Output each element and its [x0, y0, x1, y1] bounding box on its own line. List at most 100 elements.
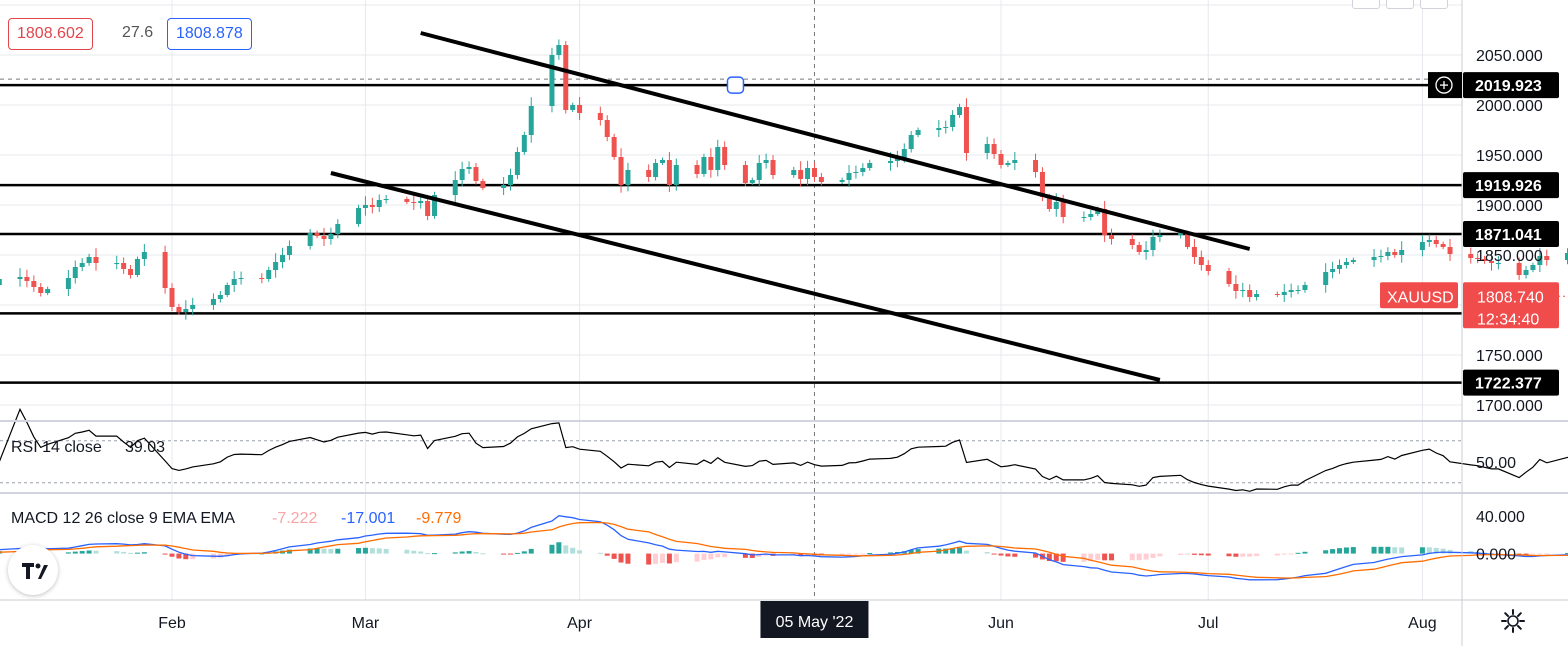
- bid-price-button[interactable]: 1808.602: [8, 18, 93, 50]
- macd-histogram-bar: [722, 553, 728, 558]
- candle-body: [38, 287, 44, 293]
- candle-body: [1088, 214, 1094, 217]
- line-handle-icon[interactable]: [726, 76, 745, 94]
- macd-histogram-bar: [1440, 548, 1446, 554]
- signal-value: -9.779: [416, 510, 461, 527]
- candle-body: [577, 105, 583, 113]
- candle-body: [521, 135, 527, 152]
- macd-histogram-bar: [1564, 552, 1568, 554]
- candle-body: [791, 170, 797, 175]
- time-axis-label[interactable]: Aug: [1408, 615, 1436, 632]
- spread-value: 27.6: [122, 24, 154, 41]
- channel-trendline[interactable]: [330, 171, 1161, 382]
- macd-histogram-bar: [1350, 547, 1356, 554]
- price-axis-label: 1700.000: [1476, 398, 1543, 415]
- candle-body: [798, 170, 804, 179]
- candle-body: [273, 262, 279, 270]
- candle-body: [666, 160, 672, 185]
- candle-body: [570, 105, 576, 110]
- candle-body: [805, 168, 811, 179]
- candle-body: [653, 163, 659, 177]
- candle-body: [618, 157, 624, 185]
- candle-body: [231, 279, 237, 285]
- candle-body: [1233, 284, 1239, 291]
- time-axis-label[interactable]: Feb: [158, 615, 186, 632]
- candle-body: [1039, 172, 1045, 197]
- macd-histogram-bar: [1081, 553, 1087, 562]
- candle-body: [950, 115, 956, 127]
- level-price-tag: [1463, 220, 1559, 247]
- toolbar-button[interactable]: [1420, 0, 1448, 9]
- macd-histogram-bar: [376, 548, 382, 554]
- candle-body: [335, 224, 341, 234]
- time-axis-label-highlight[interactable]: 05 May '22: [776, 614, 854, 631]
- candle-body: [1178, 233, 1184, 235]
- macd-histogram-bar: [1191, 553, 1197, 555]
- candle-body: [818, 177, 824, 182]
- channel-trendlines[interactable]: [330, 31, 1251, 382]
- rsi-axis-label: 50.00: [1476, 455, 1516, 472]
- candle-body: [473, 167, 479, 181]
- price-axis-label: 2050.000: [1476, 48, 1543, 65]
- settings-gear-icon[interactable]: [1500, 608, 1526, 634]
- macd-histogram-bar: [1060, 553, 1066, 562]
- macd-histogram-bar: [1419, 547, 1425, 554]
- macd-histogram-bar: [597, 552, 603, 554]
- candle-body: [217, 295, 223, 299]
- candle-body: [763, 160, 769, 163]
- level-price-label: 1871.041: [1475, 227, 1542, 244]
- candle-body: [31, 281, 37, 287]
- candle-body: [259, 278, 265, 279]
- candle-body: [24, 277, 30, 281]
- macd-histogram-bar: [1330, 549, 1336, 554]
- candle-body: [1544, 256, 1550, 260]
- candle-body: [238, 278, 244, 279]
- macd-histogram-bar: [673, 553, 679, 563]
- candle-body: [770, 160, 776, 175]
- candle-body: [466, 167, 472, 169]
- macd-histogram-bar: [798, 553, 804, 556]
- macd-histogram-bar: [452, 552, 458, 554]
- ask-price-button[interactable]: 1808.878: [167, 18, 252, 50]
- candle-body: [1385, 252, 1391, 256]
- time-axis-label[interactable]: Mar: [352, 615, 380, 632]
- price-axis[interactable]: 1700.0001750.0001800.0001850.0001900.000…: [1380, 48, 1568, 564]
- toolbar-button[interactable]: [1386, 0, 1414, 9]
- rsi-title: RSI 14 close: [11, 439, 102, 456]
- time-axis-label[interactable]: Jul: [1198, 615, 1218, 632]
- macd-histogram-bar: [860, 553, 866, 555]
- macd-histogram-bar: [887, 552, 893, 554]
- symbol-label: XAUUSD: [1387, 289, 1454, 306]
- macd-histogram-bar: [1433, 547, 1439, 554]
- channel-trendline[interactable]: [420, 31, 1251, 251]
- candle-body: [957, 107, 963, 115]
- candle-body: [694, 165, 700, 174]
- time-axis[interactable]: Feb Mar Apr 05 May '22 Jun Jul Aug: [158, 601, 1437, 638]
- candle-body: [176, 307, 182, 312]
- candle-body: [321, 236, 327, 239]
- macd-histogram-bar: [991, 553, 997, 555]
- candle-countdown: 12:34:40: [1477, 311, 1539, 328]
- tradingview-logo-icon[interactable]: [8, 545, 58, 595]
- toolbar-button[interactable]: [1352, 0, 1380, 9]
- candles: [0, 39, 1568, 320]
- rsi-band: [0, 440, 1462, 484]
- macd-histogram-bar: [425, 553, 431, 555]
- candle-body: [1343, 262, 1349, 265]
- candle-body: [1012, 160, 1018, 163]
- macd-histogram-bar: [1205, 553, 1211, 556]
- macd-histogram-bar: [611, 553, 617, 559]
- level-price-tag: [1463, 72, 1559, 99]
- candle-body: [549, 55, 555, 106]
- macd-histogram-bar: [1537, 553, 1543, 555]
- plus-circle-icon[interactable]: [1435, 76, 1453, 94]
- candle-body: [1005, 163, 1011, 165]
- macd-histogram-bar: [121, 551, 127, 554]
- time-axis-label[interactable]: Apr: [567, 615, 593, 632]
- macd-histogram-bar: [846, 553, 852, 555]
- time-axis-label[interactable]: Jun: [988, 615, 1014, 632]
- candle-body: [846, 173, 852, 180]
- candle-body: [915, 130, 921, 135]
- macd-histogram-bar: [1544, 553, 1550, 555]
